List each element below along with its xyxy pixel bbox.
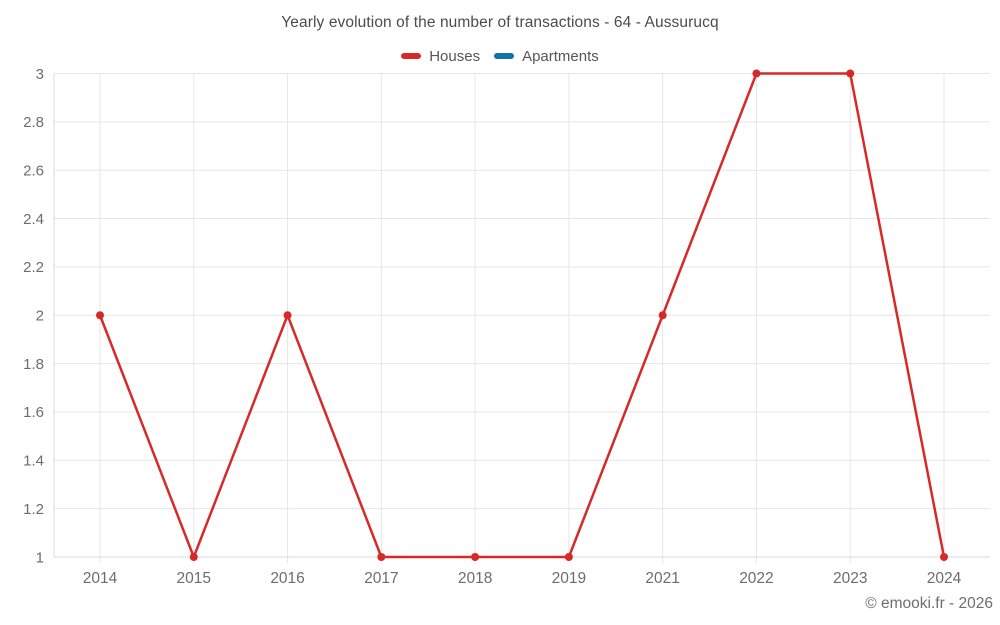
x-axis-tick-label: 2019: [552, 570, 586, 587]
copyright-credit: © emooki.fr - 2026: [865, 595, 993, 612]
legend-item-apartments[interactable]: Apartments: [494, 48, 599, 65]
legend-swatch-houses: [401, 53, 422, 59]
x-axis-tick-label: 2015: [177, 570, 211, 587]
chart-title: Yearly evolution of the number of transa…: [281, 14, 719, 31]
y-axis-tick-label: 1.2: [23, 501, 44, 518]
x-axis-tick-label: 2024: [927, 570, 962, 587]
chart-legend: Houses Apartments: [0, 46, 1000, 66]
x-axis-tick-label: 2016: [270, 570, 304, 587]
x-axis-tick-label: 2022: [739, 570, 773, 587]
houses-point-2014[interactable]: [96, 311, 104, 320]
houses-point-2018[interactable]: [471, 553, 480, 561]
y-axis-tick-label: 1.6: [23, 404, 44, 421]
x-axis-tick-label: 2023: [833, 570, 867, 587]
y-axis-tick-label: 3: [36, 66, 44, 83]
y-axis-tick-label: 1: [36, 549, 44, 566]
y-axis-tick-label: 2.2: [23, 259, 44, 276]
y-axis-tick-label: 2.8: [23, 114, 44, 131]
x-axis-tick-label: 2018: [458, 570, 492, 587]
houses-point-2017[interactable]: [377, 553, 386, 561]
legend-swatch-apartments: [494, 53, 515, 59]
houses-line: [98, 72, 946, 559]
houses-point-2023[interactable]: [846, 69, 855, 78]
x-axis-tick-label: 2017: [364, 570, 398, 587]
houses-point-2021[interactable]: [658, 311, 667, 320]
houses-point-2019[interactable]: [564, 553, 573, 561]
legend-item-houses[interactable]: Houses: [401, 48, 480, 65]
x-axis-tick-label: 2014: [83, 570, 118, 587]
houses-point-2016[interactable]: [283, 311, 292, 320]
legend-label: Houses: [429, 47, 481, 65]
x-axis-tick-label: 2021: [645, 570, 679, 587]
y-axis-tick-label: 1.4: [23, 453, 44, 470]
y-axis-tick-label: 2.4: [23, 211, 44, 228]
houses-point-2024[interactable]: [940, 553, 948, 561]
y-axis-tick-label: 2: [36, 308, 44, 325]
y-axis-tick-label: 2.6: [23, 162, 44, 179]
houses-point-2015[interactable]: [189, 553, 198, 561]
y-axis-tick-label: 1.8: [23, 356, 44, 373]
legend-label: Apartments: [522, 47, 599, 65]
houses-point-2022[interactable]: [752, 69, 761, 78]
